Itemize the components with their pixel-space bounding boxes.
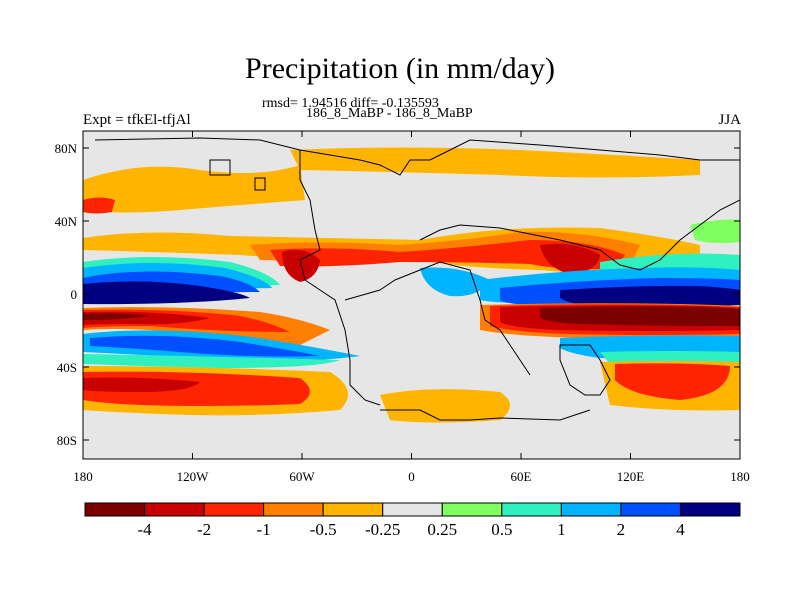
season-label: JJA: [718, 112, 741, 128]
colorbar-swatch: [322, 502, 384, 517]
precip-field: [83, 131, 740, 459]
lat-tick-label: 80N: [55, 141, 78, 156]
lat-tick-marks: 80N 40N 0 40S 80S: [55, 141, 740, 448]
colorbar: -4 -2 -1 -0.5 -0.25 0.25 0.5 1 2 4: [84, 502, 741, 539]
colorbar-label: 2: [617, 520, 626, 539]
lon-tick-label: 180: [73, 469, 93, 484]
anomaly-north-red: [83, 197, 115, 214]
lat-tick-label: 0: [71, 287, 78, 302]
subtitle: 186_8_MaBP - 186_8_MaBP: [306, 106, 473, 121]
lon-tick-label: 120E: [617, 469, 645, 484]
colorbar-label: 4: [676, 520, 685, 539]
lon-tick-label: 0: [408, 469, 415, 484]
colorbar-swatch: [203, 502, 265, 517]
coastline-outline: [94, 137, 740, 421]
colorbar-swatch: [679, 502, 741, 517]
colorbar-swatch: [382, 502, 443, 517]
colorbar-swatch: [560, 502, 622, 517]
colorbar-swatch: [144, 502, 205, 517]
lon-tick-label: 180: [730, 469, 750, 484]
anomaly-spacific-darkestred: [83, 313, 150, 320]
lon-tick-label: 60E: [511, 469, 532, 484]
colorbar-label: -0.25: [365, 520, 400, 539]
lat-tick-label: 40S: [57, 360, 77, 375]
anomaly-equatorial-navy: [83, 281, 250, 305]
anomaly-southatlantic-orange: [380, 389, 510, 423]
colorbar-label: -1: [257, 520, 271, 539]
lon-tick-label: 120W: [177, 469, 210, 484]
anomaly-southindian-red: [615, 363, 730, 400]
anomaly-atlantic-lightblue: [420, 267, 490, 297]
lat-tick-label: 40N: [55, 214, 78, 229]
chart-title: Precipitation (in mm/day): [245, 52, 555, 85]
colorbar-swatch: [84, 502, 146, 517]
stats-label: rmsd= 1.94516 diff= -0.135593: [262, 96, 439, 111]
colorbar-swatch: [501, 502, 562, 517]
lon-tick-label: 60W: [289, 469, 315, 484]
colorbar-label: -0.5: [310, 520, 337, 539]
anomaly-arctic-orange: [83, 165, 305, 213]
lat-tick-label: 80S: [57, 433, 77, 448]
anomaly-indian-navy: [560, 285, 740, 307]
lon-tick-marks: 180 120W 60W 0 60E 120E 180: [73, 131, 750, 484]
colorbar-swatch: [263, 502, 324, 517]
anomaly-farsouth-darkred: [83, 377, 200, 392]
colorbar-swatch: [620, 502, 681, 517]
anomaly-ntropics-red: [270, 240, 625, 270]
colorbar-swatch: [441, 502, 503, 517]
anomaly-asia-darkred: [540, 243, 600, 274]
anomaly-arctic-orange-east: [290, 147, 700, 178]
anomaly-westpacific-green: [690, 219, 740, 244]
experiment-label: Expt = tfkEl-tfjAl: [83, 112, 191, 128]
anomaly-southern-cyan: [83, 354, 340, 368]
anomaly-southern-blue: [90, 335, 320, 357]
colorbar-label: 0.25: [427, 520, 457, 539]
colorbar-label: 0.5: [491, 520, 512, 539]
colorbar-label: -2: [197, 520, 211, 539]
anomaly-sindian-darkestred: [540, 306, 740, 326]
colorbar-label: 1: [557, 520, 566, 539]
colorbar-label: -4: [137, 520, 152, 539]
